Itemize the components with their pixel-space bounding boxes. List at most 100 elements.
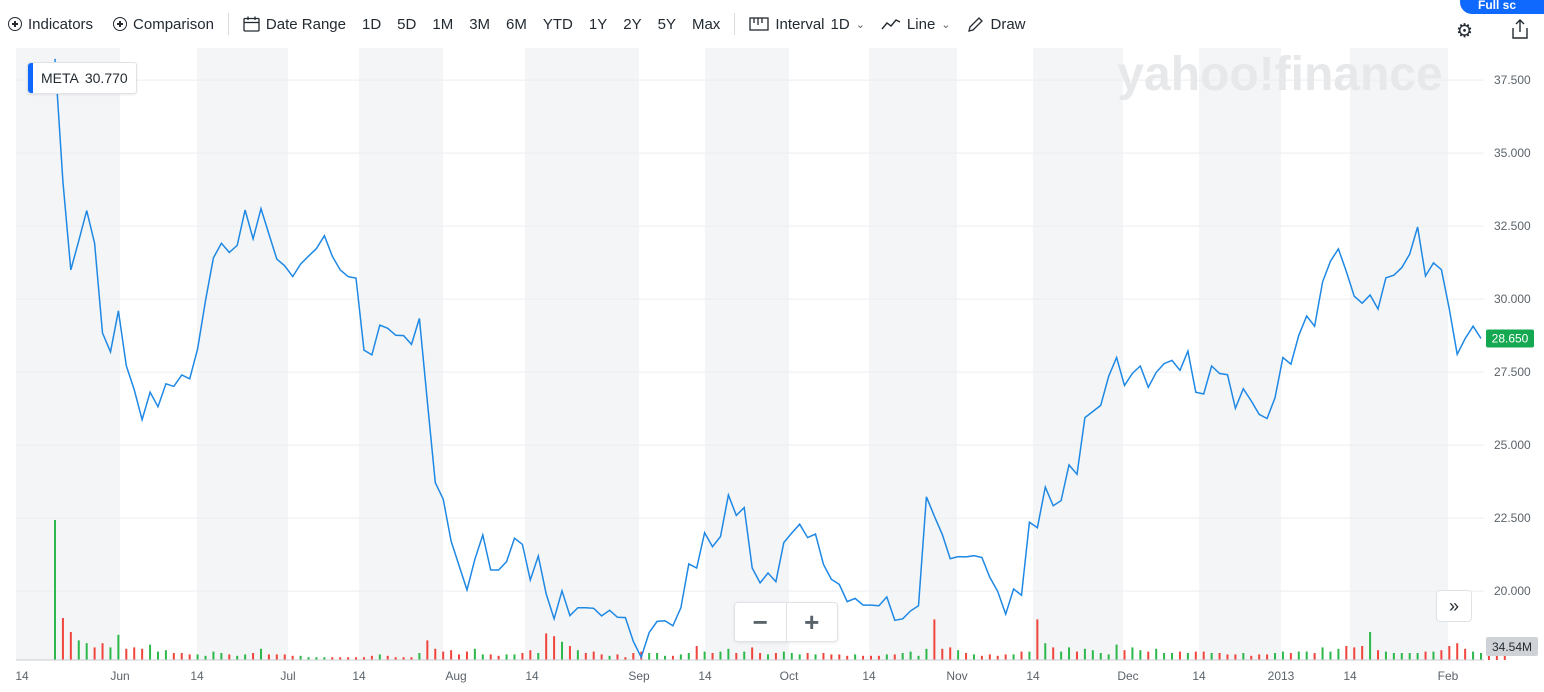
volume-bars [54,520,1506,660]
range-1m-button[interactable]: 1M [432,15,454,33]
volume-bar [759,653,762,660]
volume-bar [1234,654,1237,660]
volume-bar [1297,651,1300,660]
range-2y-button[interactable]: 2Y [623,15,642,33]
volume-bar [125,648,128,660]
volume-bar [1242,653,1245,660]
zoom-in-button[interactable]: + [804,606,820,637]
volume-bar [355,657,358,660]
volume-bar [727,648,730,660]
interval-dropdown[interactable]: Interval 1D ⌄ [741,0,873,48]
volume-bar [252,653,255,660]
comparison-label: Comparison [133,15,214,33]
share-icon[interactable] [1510,18,1530,40]
volume-bar [1329,651,1332,660]
full-screen-button[interactable]: Full sc [1460,0,1544,14]
volume-bar [1202,651,1205,660]
full-screen-label: Full sc [1478,0,1517,12]
x-tick-label: 14 [190,669,204,683]
zoom-out-button[interactable]: − [735,603,787,641]
symbol-legend[interactable]: META 30.770 [27,62,137,94]
volume-bar [1218,653,1221,660]
month-band [525,48,639,660]
x-tick-label: Oct [780,669,799,683]
gear-icon[interactable]: ⚙ [1456,21,1474,42]
volume-bar [561,641,564,660]
volume-bar [957,650,960,660]
volume-bar [259,648,262,660]
volume-bar [1456,643,1459,660]
volume-bar [656,653,659,660]
volume-bar [1012,654,1015,660]
volume-bar [774,653,777,660]
month-band [1350,48,1448,660]
scroll-to-latest-button[interactable]: » [1436,590,1472,622]
volume-bar [719,651,722,660]
volume-bar [54,520,56,660]
volume-bar [236,655,239,660]
x-tick-label: Aug [445,669,466,683]
range-6m-button[interactable]: 6M [506,15,527,33]
y-tick-label: 30.000 [1494,292,1531,306]
volume-bar [69,632,72,660]
range-1y-button[interactable]: 1Y [588,15,608,33]
x-tick-label: Jun [110,669,129,683]
last-price-label: 28.650 [1492,332,1529,346]
volume-bar [1392,653,1395,660]
volume-bar [545,633,548,660]
range-3m-button[interactable]: 3M [469,15,491,33]
ruler-icon [749,17,769,31]
volume-bar [885,654,888,660]
chevron-down-icon: ⌄ [941,18,951,31]
volume-bar [1186,653,1189,660]
month-band [1033,48,1123,660]
volume-bar [1210,653,1213,660]
volume-bar [1044,643,1047,660]
chart-type-dropdown[interactable]: Line ⌄ [873,0,959,48]
volume-bar [434,648,437,660]
volume-bar [1408,653,1411,660]
legend-symbol: META [41,70,79,86]
volume-bar [1004,654,1007,660]
volume-bar [1289,653,1292,660]
indicators-button[interactable]: Indicators [0,0,101,48]
volume-bar [1266,654,1269,660]
volume-bar [1075,651,1078,660]
month-band [705,48,789,660]
volume-bar [481,654,484,660]
comparison-button[interactable]: Comparison [105,0,222,48]
volume-bar [1377,650,1380,660]
range-ytd-button[interactable]: YTD [542,15,573,33]
volume-bar [1353,647,1356,660]
volume-bar [299,655,302,660]
volume-bar [1123,650,1126,660]
last-volume-tag: 34.54M [1486,637,1538,656]
range-1d-button[interactable]: 1D [361,15,382,33]
volume-bar [1472,651,1475,660]
volume-bar [1147,651,1150,660]
volume-bar [925,648,928,660]
volume-bar [149,644,152,660]
volume-bar [1068,647,1071,660]
volume-bar [339,657,342,660]
calendar-icon [243,16,260,32]
zoom-controls: − + [734,602,838,642]
last-volume-label: 34.54M [1492,640,1532,654]
volume-bar [1060,651,1063,660]
range-max-button[interactable]: Max [691,15,721,33]
range-5y-button[interactable]: 5Y [657,15,676,33]
volume-bar [307,657,310,660]
volume-bar [616,654,619,660]
price-chart[interactable]: yahoo!finance 14 Jun 14 Jul 14 Aug 14 Sep 14 Oct 1… [0,48,1544,692]
month-band [197,48,288,660]
volume-bar [93,647,96,660]
volume-bar [196,654,199,660]
y-axis-labels: 20.000 22.500 25.000 27.500 30.000 32.500 35.0… [1494,73,1531,598]
volume-bar [497,655,500,660]
date-range-button[interactable]: Date Range [235,0,354,48]
draw-button[interactable]: Draw [959,0,1034,48]
range-5d-button[interactable]: 5D [397,15,417,33]
interval-label: Interval [775,15,825,33]
volume-bar [156,651,159,660]
volume-bar [513,654,516,660]
